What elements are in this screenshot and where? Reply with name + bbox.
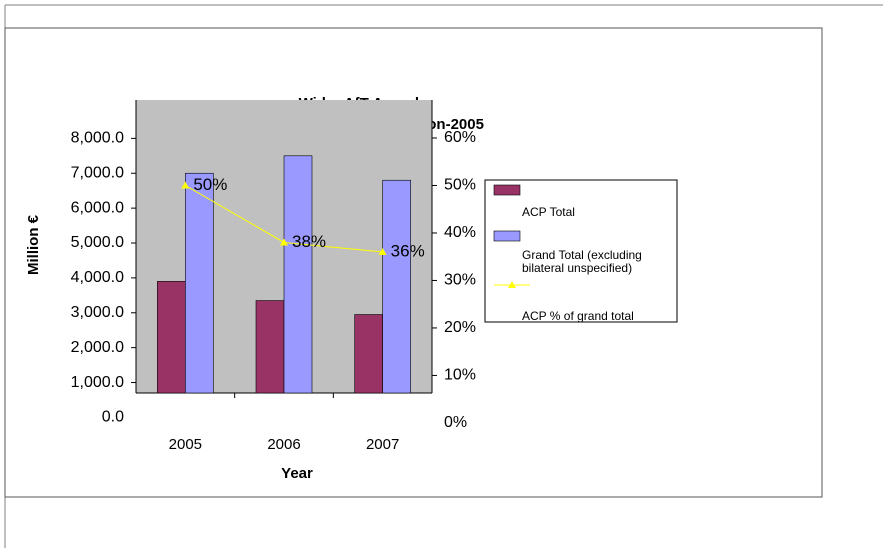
line-marker xyxy=(378,247,387,255)
data-label: 38% xyxy=(292,232,326,251)
x-axis-title: Year xyxy=(281,465,313,482)
y-tick-label: 6,000.0 xyxy=(71,199,124,216)
bar xyxy=(157,281,186,394)
y-axis-title: Million € xyxy=(25,214,42,275)
data-label: 36% xyxy=(391,241,425,260)
y2-tick-label: 0% xyxy=(444,414,467,431)
legend-swatch xyxy=(493,230,521,242)
y-tick-label: 4,000.0 xyxy=(71,269,124,286)
y-tick-label: 2,000.0 xyxy=(71,339,124,356)
bar xyxy=(382,179,411,394)
y-tick-label: 0.0 xyxy=(102,409,124,426)
y2-tick-label: 40% xyxy=(444,224,476,241)
legend-marker xyxy=(508,281,516,288)
x-tick-label: 2005 xyxy=(169,436,202,453)
y2-tick-label: 50% xyxy=(444,177,476,194)
line-marker xyxy=(181,181,190,189)
y-tick-label: 5,000.0 xyxy=(71,234,124,251)
y-tick-label: 3,000.0 xyxy=(71,304,124,321)
bar xyxy=(283,155,313,394)
data-label: 50% xyxy=(193,175,227,194)
y2-tick-label: 20% xyxy=(444,319,476,336)
legend-swatch xyxy=(493,184,521,196)
y-tick-label: 8,000.0 xyxy=(71,130,124,147)
legend-label: Grand Total (excluding bilateral unspeci… xyxy=(522,249,642,275)
x-tick-label: 2007 xyxy=(366,436,399,453)
bar xyxy=(185,172,214,394)
legend-label: ACP % of grand total xyxy=(522,310,634,323)
bar xyxy=(255,300,285,394)
legend xyxy=(484,179,678,323)
y-tick-label: 7,000.0 xyxy=(71,164,124,181)
legend-label: ACP Total xyxy=(522,206,575,219)
y2-tick-label: 60% xyxy=(444,129,476,146)
legend-label-box: ACP % of grand total xyxy=(522,310,634,323)
y2-tick-label: 10% xyxy=(444,367,476,384)
y2-tick-label: 30% xyxy=(444,272,476,289)
legend-label-box: ACP Total xyxy=(522,206,575,219)
line-marker xyxy=(280,238,288,246)
y-tick-label: 1,000.0 xyxy=(71,374,124,391)
x-tick-label: 2006 xyxy=(267,436,300,453)
legend-label-box: Grand Total (excluding bilateral unspeci… xyxy=(522,249,642,275)
bar xyxy=(354,314,383,394)
